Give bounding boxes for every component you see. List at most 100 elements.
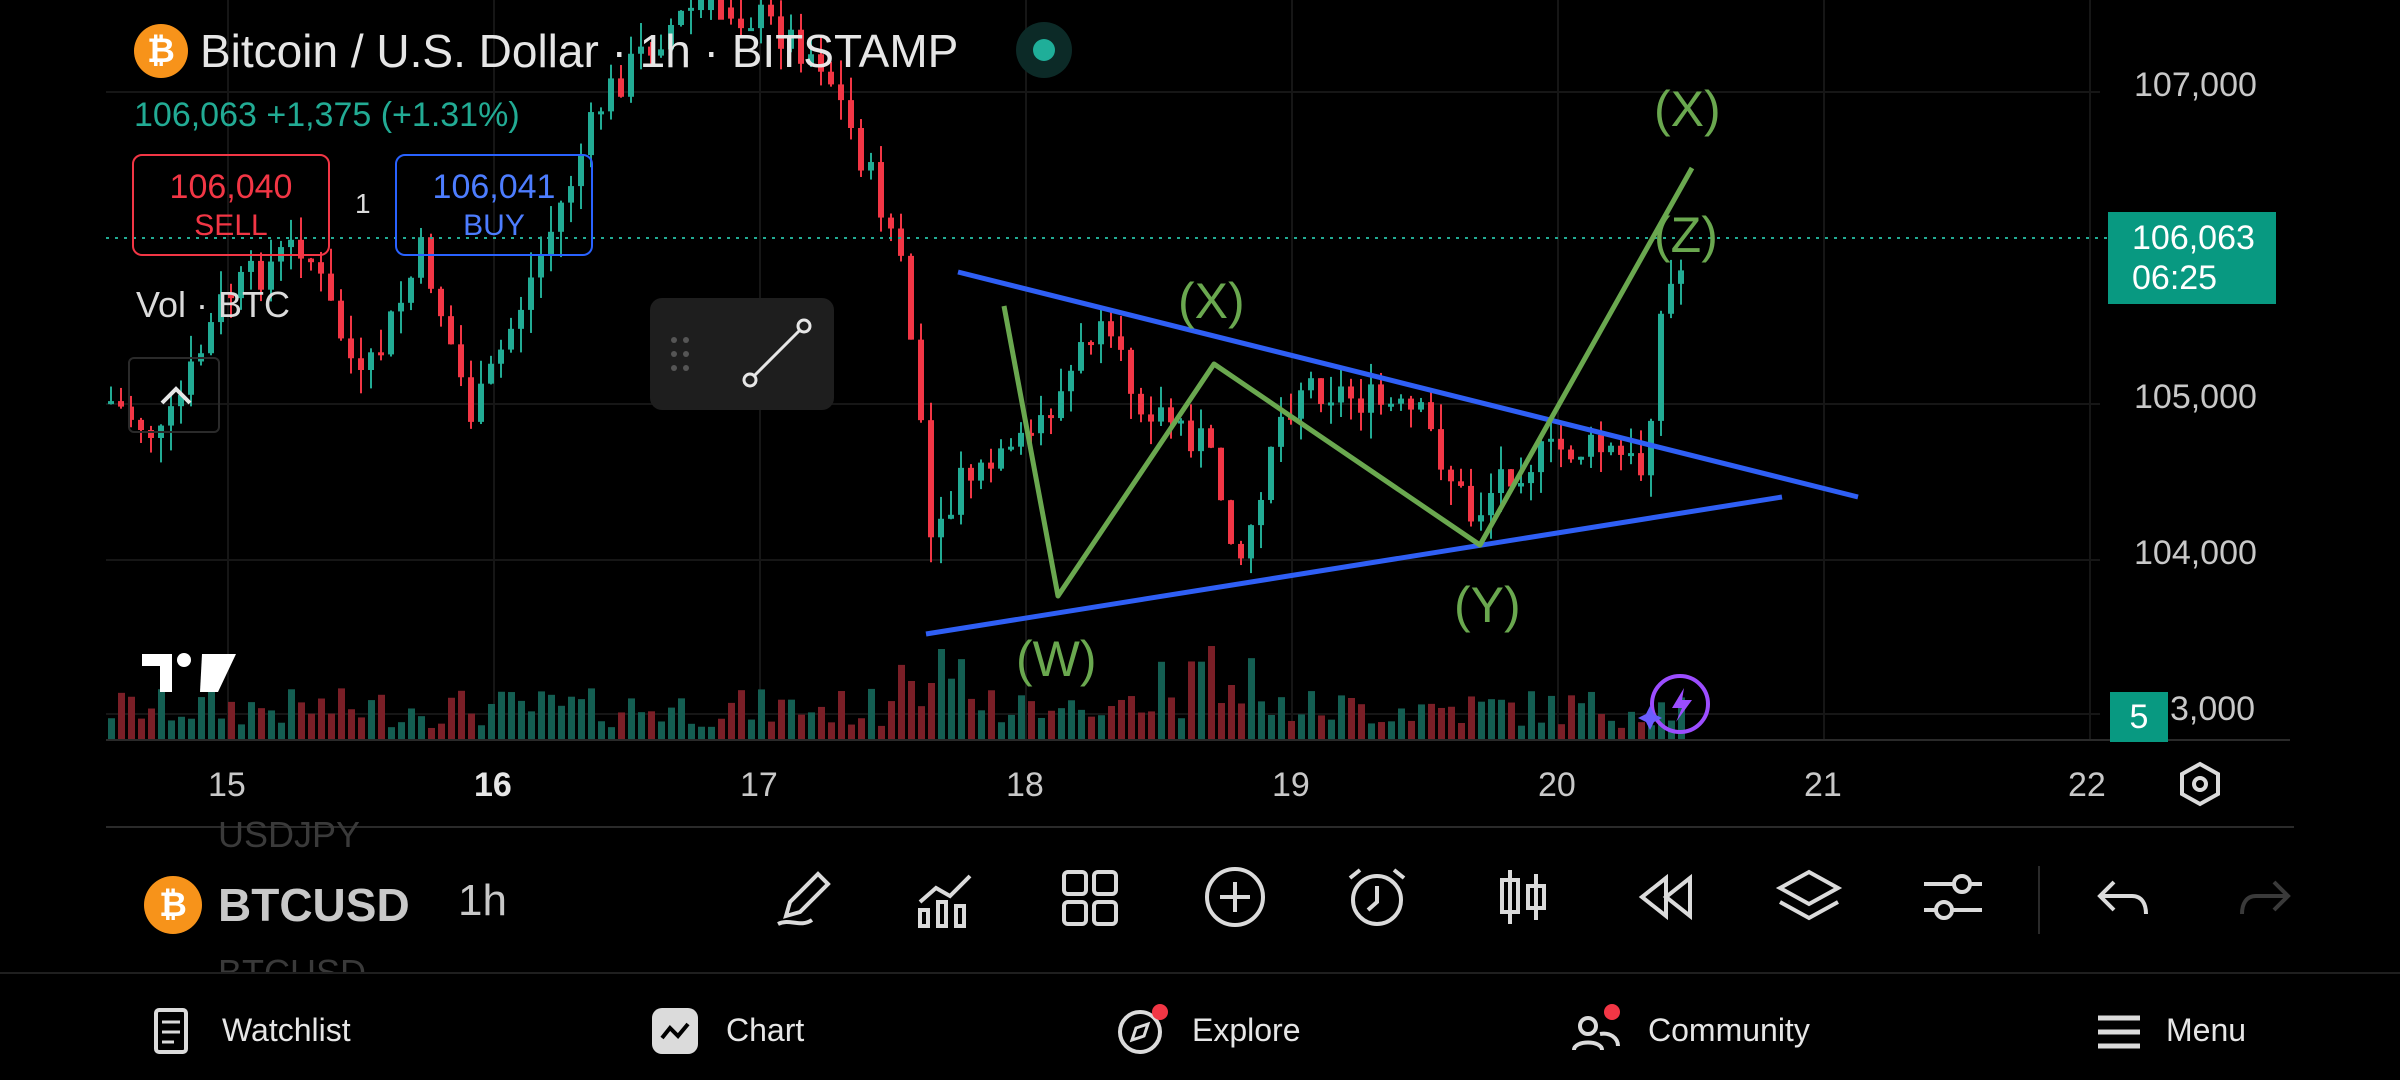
settings-sliders-icon[interactable] <box>1918 862 1988 932</box>
volume-bar <box>1268 714 1275 740</box>
replay-icon[interactable] <box>1630 862 1700 932</box>
volume-bar <box>118 692 125 740</box>
candle-body <box>968 467 974 481</box>
candle-body <box>238 271 244 299</box>
nav-menu[interactable]: Menu <box>2094 1004 2294 1064</box>
market-status-icon[interactable] <box>1016 22 1072 78</box>
next-symbol[interactable]: BTCUSD <box>218 952 366 972</box>
candle-body <box>1078 342 1084 371</box>
volume-bar <box>1538 722 1545 740</box>
drawing-tool-panel[interactable] <box>650 298 834 410</box>
hexagon-settings-icon[interactable] <box>2176 760 2224 808</box>
volume-bar <box>1238 703 1245 740</box>
candle-body <box>1028 432 1034 436</box>
candle-body <box>1498 469 1504 494</box>
nav-chart-label: Chart <box>726 1012 805 1048</box>
buy-label: BUY <box>463 209 525 242</box>
nav-community-label: Community <box>1648 1012 1810 1048</box>
candle-body <box>888 217 894 229</box>
volume-bar <box>1278 697 1285 740</box>
volume-bar <box>948 678 955 740</box>
prev-symbol[interactable]: USDJPY <box>218 814 361 855</box>
bitcoin-logo-icon: ₿ <box>134 24 188 78</box>
nav-watchlist[interactable]: Watchlist <box>148 1004 408 1064</box>
candle-body <box>1018 432 1024 447</box>
volume-bar <box>1118 699 1125 740</box>
redo-icon[interactable] <box>2230 862 2300 932</box>
volume-bar <box>1018 695 1025 740</box>
sell-price: 106,040 <box>169 168 293 206</box>
layouts-icon[interactable] <box>1054 862 1124 932</box>
collapse-button[interactable] <box>128 357 220 433</box>
undo-icon[interactable] <box>2088 862 2158 932</box>
buy-button[interactable]: 106,041 BUY <box>395 154 593 256</box>
candle-body <box>1308 378 1314 391</box>
candle-body <box>1678 270 1684 284</box>
lightning-icon[interactable] <box>1632 670 1714 738</box>
price-tick: 105,000 <box>2134 378 2257 416</box>
candle-body <box>1108 321 1114 337</box>
volume-bar <box>1648 725 1655 740</box>
time-tick: 22 <box>2068 766 2106 804</box>
timeframe-selector[interactable]: 1h <box>458 876 507 925</box>
candle-body <box>908 255 914 340</box>
candle-body <box>948 514 954 519</box>
candle-body <box>988 462 994 469</box>
candle-body <box>1178 420 1184 424</box>
volume-bar <box>298 702 305 740</box>
candle-body <box>378 352 384 356</box>
volume-bar <box>138 718 145 740</box>
price-tick: 107,000 <box>2134 66 2257 104</box>
volume-bar <box>1128 696 1135 740</box>
candle-body <box>348 338 354 359</box>
volume-bar <box>578 699 585 740</box>
price-chart[interactable] <box>0 0 2400 840</box>
candle-body <box>688 7 694 11</box>
volume-bar <box>758 689 765 740</box>
candle-body <box>758 4 764 29</box>
volume-indicator-label[interactable]: Vol · BTC <box>136 284 291 325</box>
elliott-wave-path[interactable] <box>1001 166 1695 599</box>
layers-icon[interactable] <box>1774 862 1844 932</box>
candle-body <box>808 54 814 64</box>
candle-body <box>1338 386 1344 403</box>
candle-body <box>1118 336 1124 350</box>
add-icon[interactable] <box>1200 862 1270 932</box>
sell-button[interactable]: 106,040 SELL <box>132 154 330 256</box>
volume-bar <box>1088 716 1095 740</box>
volume-bar <box>388 727 395 740</box>
candles-icon[interactable] <box>1488 862 1558 932</box>
candle-body <box>838 84 844 101</box>
trendline-lower[interactable] <box>925 494 1783 637</box>
candle-body <box>1348 386 1354 399</box>
pencil-icon[interactable] <box>770 862 840 932</box>
alarm-icon[interactable] <box>1342 862 1412 932</box>
volume-bar <box>688 723 695 740</box>
trendline-upper[interactable] <box>957 269 1859 500</box>
candle-body <box>1478 515 1484 522</box>
symbol-selector[interactable]: BTCUSD <box>218 879 410 931</box>
candle-body <box>858 127 864 171</box>
volume-bar <box>398 722 405 740</box>
volume-bar <box>108 718 115 740</box>
nav-chart[interactable]: Chart <box>650 1004 890 1064</box>
order-quantity[interactable]: 1 <box>355 188 371 219</box>
volume-bar <box>1678 697 1685 740</box>
volume-bar <box>1488 699 1495 740</box>
volume-bar <box>1208 646 1215 740</box>
nav-explore[interactable]: Explore <box>1116 1004 1356 1064</box>
candle-body <box>1198 428 1204 452</box>
candle-body <box>738 18 744 29</box>
volume-bar <box>478 725 485 740</box>
candle-body <box>438 288 444 317</box>
volume-bar <box>1098 715 1105 740</box>
candle-body <box>1468 485 1474 522</box>
candle-body <box>1268 446 1274 500</box>
symbol-title[interactable]: Bitcoin / U.S. Dollar · 1h · BITSTAMP <box>200 25 959 77</box>
volume-bar <box>1188 661 1195 740</box>
nav-community[interactable]: Community <box>1570 1004 1870 1064</box>
bar-countdown: 06:25 <box>2132 259 2218 297</box>
candle-body <box>448 316 454 345</box>
indicators-icon[interactable] <box>910 862 980 932</box>
volume-bar <box>1358 704 1365 740</box>
